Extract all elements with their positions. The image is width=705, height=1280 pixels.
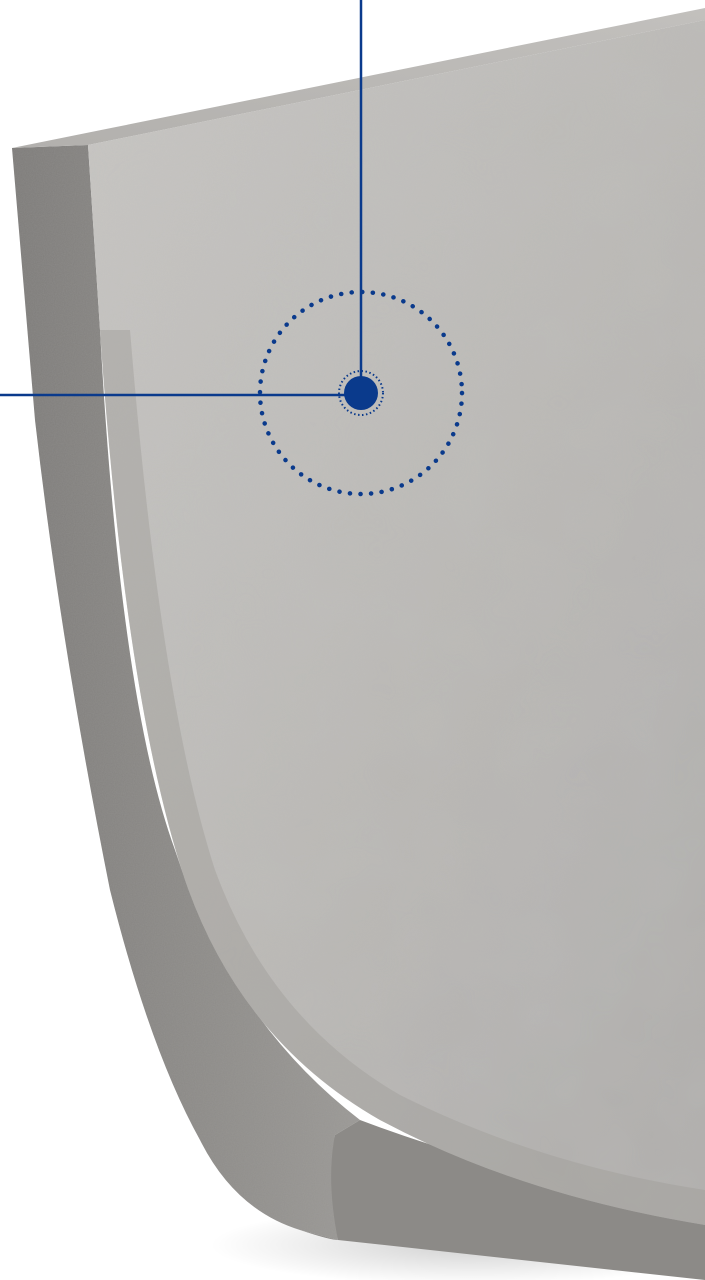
callout-marker[interactable] — [0, 0, 465, 497]
dotted-ring-icon — [257, 289, 465, 497]
target-dot-icon[interactable] — [344, 376, 378, 410]
inner-curve-shade — [100, 330, 705, 1225]
inner-dotted-ring-icon — [338, 370, 384, 416]
concrete-foot — [300, 1120, 705, 1280]
concrete-top-edge — [12, 8, 705, 148]
